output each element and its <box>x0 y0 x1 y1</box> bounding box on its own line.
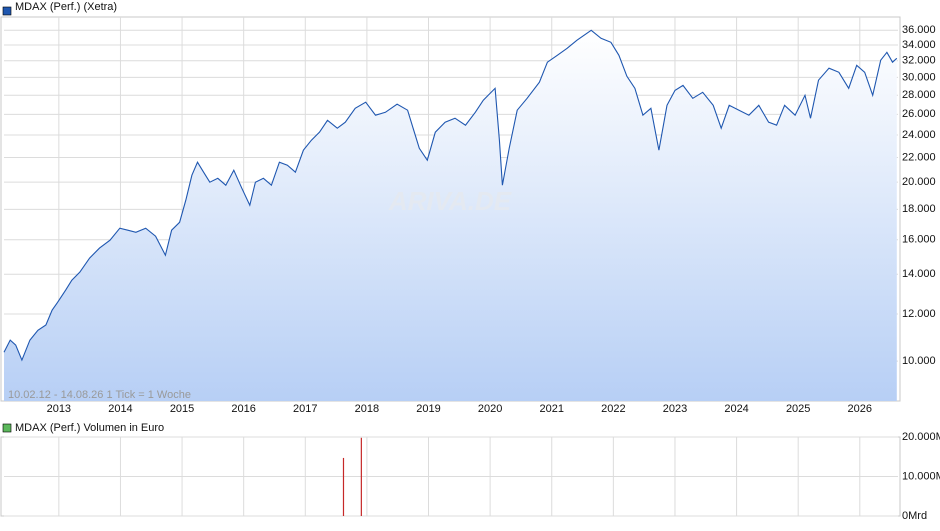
watermark: ARIVA.DE <box>388 186 512 216</box>
x-tick-label: 2026 <box>848 403 872 415</box>
legend-label: MDAX (Perf.) (Xetra) <box>15 1 117 13</box>
x-tick-label: 2020 <box>478 403 502 415</box>
x-tick-label: 2017 <box>293 403 317 415</box>
volume-bar <box>360 437 362 516</box>
y-tick-label: 28.000 <box>902 89 936 101</box>
x-tick-label: 2018 <box>355 403 379 415</box>
x-tick-label: 2014 <box>108 403 132 415</box>
legend-marker <box>2 423 12 433</box>
area <box>4 30 897 402</box>
y-tick-label: 10.000 <box>902 355 936 367</box>
y-tick-label: 36.000 <box>902 24 936 36</box>
x-tick-label: 2016 <box>231 403 255 415</box>
y-tick-label: 22.000 <box>902 151 936 163</box>
y-tick-label: 12.000 <box>902 308 936 320</box>
price-line <box>3 29 898 362</box>
x-tick-label: 2023 <box>663 403 687 415</box>
y-tick-label: 32.000 <box>902 55 936 67</box>
legend-label: MDAX (Perf.) Volumen in Euro <box>15 422 164 434</box>
legend-marker <box>2 6 12 16</box>
y-tick-label: 26.000 <box>902 108 936 120</box>
x-tick-label: 2015 <box>170 403 194 415</box>
y-tick-label: 16.000 <box>902 234 936 246</box>
x-tick-label: 2021 <box>539 403 563 415</box>
annotation: 10.02.12 - 14.08.26 1 Tick = 1 Woche <box>8 389 191 401</box>
y-tick-label: 14.000 <box>902 268 936 280</box>
y-tick-label: 30.000 <box>902 71 936 83</box>
x-tick-label: 2013 <box>47 403 71 415</box>
x-tick-label: 2024 <box>724 403 748 415</box>
y-tick-label: 10.000M <box>902 470 940 482</box>
y-tick-label: 24.000 <box>902 129 936 141</box>
x-tick-label: 2019 <box>416 403 440 415</box>
volume-bar <box>342 457 345 516</box>
y-tick-label: 34.000 <box>902 39 936 51</box>
y-tick-label: 20.000M <box>902 431 940 443</box>
y-tick-label: 0Mrd <box>902 510 927 522</box>
x-tick-label: 2025 <box>786 403 810 415</box>
x-tick-label: 2022 <box>601 403 625 415</box>
y-tick-label: 18.000 <box>902 203 936 215</box>
y-tick-label: 20.000 <box>902 176 936 188</box>
